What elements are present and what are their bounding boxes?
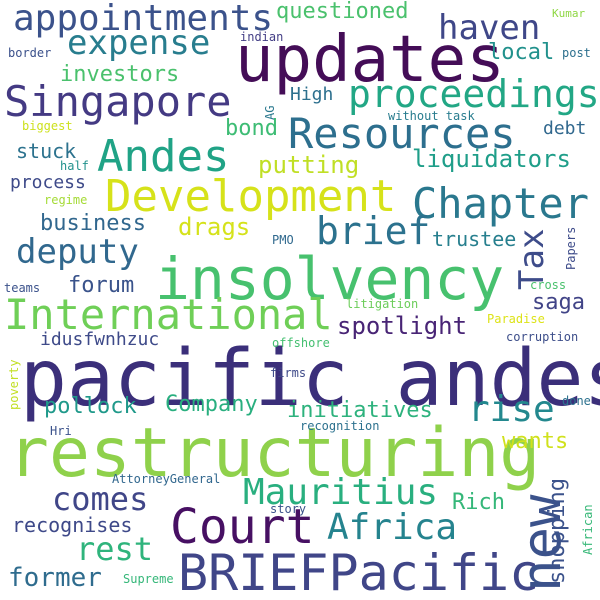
- word-forum: forum: [68, 273, 135, 298]
- word-shopping: shopping: [545, 478, 570, 584]
- word-indian: indian: [240, 30, 284, 44]
- word-teams: teams: [4, 281, 41, 295]
- word-updates: updates: [235, 23, 505, 97]
- word-pmo: PMO: [272, 233, 294, 247]
- word-border: border: [8, 46, 52, 60]
- word-brief: brief: [316, 209, 431, 253]
- word-insolvency: insolvency: [155, 245, 505, 313]
- word-appointments: appointments: [13, 0, 274, 39]
- word-saga: saga: [532, 290, 585, 315]
- word-rise: rise: [468, 389, 555, 430]
- word-cross: cross: [530, 278, 567, 292]
- word-corruption: corruption: [506, 330, 579, 344]
- word-ag: AG: [263, 105, 277, 120]
- word-company: Company: [165, 392, 258, 417]
- word-trustee: trustee: [432, 227, 517, 251]
- word-proceedings: proceedings: [348, 72, 600, 116]
- word-without-task: without task: [388, 109, 475, 123]
- word-half: half: [60, 159, 89, 173]
- word-questioned: questioned: [276, 0, 409, 24]
- word-stuck: stuck: [16, 139, 77, 163]
- word-done: done: [562, 394, 591, 408]
- word-offshore: offshore: [272, 336, 330, 350]
- word-spotlight: spotlight: [337, 312, 468, 340]
- word-bond: bond: [225, 116, 278, 141]
- word-putting: putting: [258, 151, 360, 179]
- word-rich: Rich: [452, 490, 505, 515]
- word-development: Development: [105, 171, 397, 222]
- word-firms: firms: [270, 366, 307, 380]
- word-business: business: [40, 211, 146, 236]
- word-high: High: [290, 84, 334, 105]
- word-attorneygeneral: AttorneyGeneral: [112, 472, 221, 486]
- word-african: African: [581, 504, 595, 555]
- word-liquidators: liquidators: [412, 145, 571, 173]
- word-recognition: recognition: [300, 419, 380, 433]
- word-litigation: litigation: [346, 297, 419, 311]
- word-pollock: pollock: [44, 394, 137, 419]
- word-papers: Papers: [564, 226, 578, 270]
- word-haven: haven: [438, 8, 541, 48]
- word-comes: comes: [52, 480, 149, 518]
- word-local: local: [488, 40, 555, 65]
- word-expense: expense: [67, 23, 211, 63]
- word-africa: Africa: [327, 507, 458, 548]
- word-initiatives: initiatives: [287, 398, 433, 423]
- word-process: process: [10, 172, 86, 193]
- word-pacific-andes: pacific andes: [20, 334, 600, 424]
- word-drags: drags: [178, 213, 251, 241]
- word-regime: regime: [44, 193, 88, 207]
- word-resources: Resources: [288, 109, 516, 158]
- word-story: story: [270, 502, 307, 516]
- word-biggest: biggest: [22, 119, 73, 133]
- word-rest: rest: [76, 530, 154, 568]
- word-former: former: [8, 563, 102, 593]
- word-court: Court: [170, 499, 315, 555]
- word-andes: Andes: [97, 131, 230, 182]
- word-singapore: Singapore: [4, 77, 232, 126]
- word-wants: wants: [502, 429, 569, 454]
- word-supreme: Supreme: [123, 572, 174, 586]
- word-briefpacific: BRIEFPacific: [178, 544, 540, 600]
- word-hri: Hri: [50, 424, 72, 438]
- word-international: International: [4, 290, 333, 339]
- word-paradise: Paradise: [487, 312, 545, 326]
- word-debt: debt: [543, 118, 587, 139]
- word-poverty: poverty: [7, 359, 21, 410]
- word-recognises: recognises: [12, 513, 133, 537]
- word-post: post: [562, 46, 591, 60]
- word-kumar: Kumar: [552, 7, 586, 20]
- word-deputy: deputy: [16, 232, 139, 272]
- word-mauritius: Mauritius: [243, 472, 439, 513]
- word-investors: investors: [60, 62, 180, 87]
- word-idusfwnhzuc: idusfwnhzuc: [40, 329, 160, 350]
- word-chapter: Chapter: [412, 179, 590, 228]
- word-restructuring: restructuring: [8, 414, 541, 493]
